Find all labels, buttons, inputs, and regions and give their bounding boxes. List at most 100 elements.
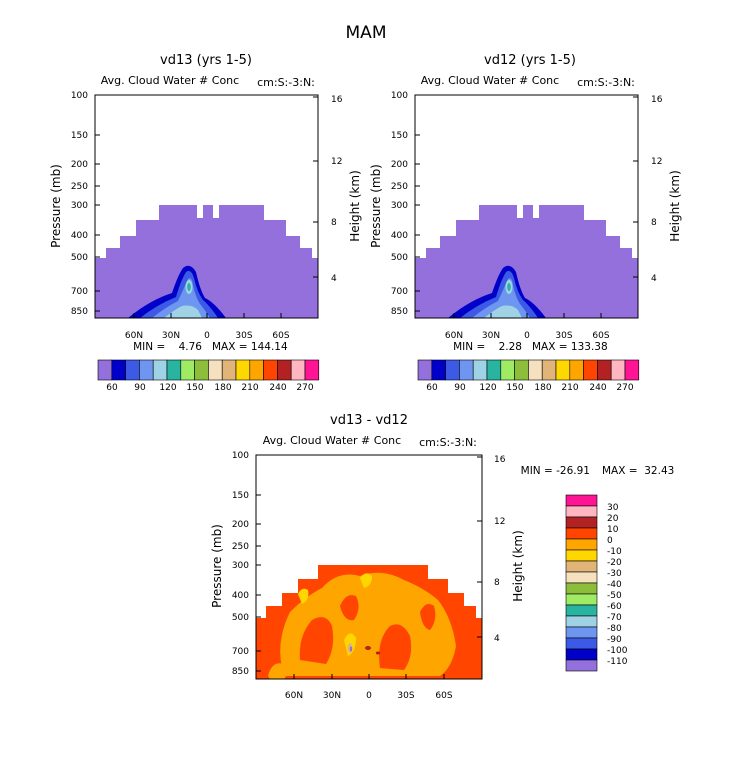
x-tick-label: 0 — [366, 691, 372, 701]
colorbar — [417, 359, 640, 381]
colorbar-label: 210 — [561, 383, 578, 393]
y-right-tick-label: 8 — [651, 218, 657, 228]
y-tick-label: 400 — [391, 231, 408, 241]
x-ticks: 60N 30N 0 30S 60S — [285, 674, 453, 701]
colorbar-swatch — [569, 359, 584, 381]
stat-max: MAX = 133.38 — [532, 341, 608, 353]
y-axis-label: Pressure (mb) — [369, 164, 383, 248]
colorbar-swatch — [565, 571, 598, 584]
x-tick-label: 30S — [397, 691, 414, 701]
colorbar-swatch — [139, 359, 154, 381]
panel-subtitle: Avg. Cloud Water # Conc — [101, 74, 239, 87]
stat-max: MAX = 32.43 — [602, 465, 674, 477]
colorbar-label: 90 — [454, 383, 466, 393]
colorbar-swatch — [565, 604, 598, 617]
y-tick-label: 250 — [232, 542, 249, 552]
colorbar-label: -50 — [607, 591, 622, 601]
colorbar-label: 270 — [296, 383, 313, 393]
colorbar-swatch — [555, 359, 571, 381]
colorbar-swatch — [486, 359, 502, 381]
colorbar-label: 240 — [589, 383, 606, 393]
colorbar-label: -30 — [607, 569, 622, 579]
colorbar-swatch — [152, 359, 168, 381]
colorbar-swatch — [304, 359, 320, 381]
colorbar-swatch — [221, 359, 237, 381]
y-right-tick-label: 4 — [331, 274, 337, 284]
y-ticks-left: 100 150 200 250 300 400 500 700 850 — [232, 451, 261, 677]
y-tick-label: 700 — [71, 287, 88, 297]
y-axis-label-right: Height (km) — [348, 170, 362, 241]
colorbar-label: 240 — [269, 383, 286, 393]
colorbar-labels: 30 20 10 0 -10 -20 -30 -40 -50 -60 -70 -… — [607, 503, 628, 667]
colorbar-labels: 60 90 120 150 180 210 240 270 — [106, 383, 314, 393]
contour-band-20 — [375, 651, 381, 655]
colorbar-swatch — [565, 626, 598, 639]
colorbar-swatch — [565, 560, 598, 573]
y-tick-label: 850 — [232, 667, 249, 677]
stat-max: MAX = 144.14 — [212, 341, 288, 353]
colorbar-label: 60 — [426, 383, 438, 393]
colorbar-labels: 60 90 120 150 180 210 240 270 — [426, 383, 634, 393]
colorbar-swatch — [514, 359, 529, 381]
x-tick-label: 30N — [323, 691, 341, 701]
y-tick-label: 400 — [232, 591, 249, 601]
stat-min: MIN = -26.91 — [521, 465, 590, 477]
colorbar-swatch — [541, 359, 557, 381]
y-tick-label: 100 — [232, 451, 249, 461]
panel-difference: vd13 - vd12 Avg. Cloud Water # Conc cm:S… — [210, 413, 674, 701]
y-right-tick-label: 12 — [651, 157, 662, 167]
contour-pocket — [299, 617, 334, 664]
panel-vd13: vd13 (yrs 1-5) Avg. Cloud Water # Conc c… — [49, 53, 362, 393]
colorbar-swatch — [565, 538, 598, 551]
colorbar-swatch — [624, 359, 640, 381]
y-tick-label: 850 — [71, 307, 88, 317]
y-axis-label-right: Height (km) — [511, 530, 525, 601]
y-ticks-right: 16 12 8 4 — [633, 95, 663, 284]
colorbar-swatch — [459, 359, 474, 381]
colorbar-swatch — [290, 359, 306, 381]
stat-min: MIN = 2.28 — [453, 341, 522, 353]
colorbar-label: -20 — [607, 558, 622, 568]
colorbar-swatch — [235, 359, 251, 381]
x-tick-label: 60S — [435, 691, 452, 701]
colorbar-label: 0 — [607, 536, 613, 546]
contour-pocket — [420, 604, 436, 630]
y-tick-label: 200 — [71, 160, 88, 170]
colorbar-swatch — [565, 582, 598, 595]
contour-pocket — [379, 624, 412, 670]
panel-title: vd13 (yrs 1-5) — [160, 53, 252, 68]
contour-band-60 — [95, 205, 318, 318]
colorbar-swatch — [565, 593, 598, 606]
y-right-tick-label: 12 — [494, 517, 505, 527]
colorbar-label: 120 — [479, 383, 496, 393]
colorbar-label: -40 — [607, 580, 622, 590]
colorbar-label: 210 — [241, 383, 258, 393]
y-ticks-left: 100 150 200 250 300 400 500 700 850 — [391, 91, 420, 317]
colorbar-swatch — [565, 516, 598, 529]
colorbar-swatch — [208, 359, 223, 381]
colorbar-swatch — [597, 359, 612, 381]
colorbar — [565, 494, 598, 672]
x-tick-label: 0 — [204, 331, 210, 341]
x-ticks: 60N 30N 0 30S 60S — [445, 313, 610, 341]
x-tick-label: 60N — [285, 691, 303, 701]
colorbar-swatch — [111, 359, 126, 381]
y-tick-label: 200 — [391, 160, 408, 170]
colorbar-swatch — [565, 615, 598, 628]
y-tick-label: 200 — [232, 520, 249, 530]
y-ticks-right: 16 12 8 4 — [477, 455, 506, 644]
colorbar-label: -110 — [607, 657, 628, 667]
colorbar-swatch — [565, 494, 598, 507]
y-right-tick-label: 16 — [651, 95, 663, 105]
colorbar-label: 90 — [134, 383, 146, 393]
y-ticks-left: 100 150 200 250 300 400 500 700 850 — [71, 91, 100, 317]
contour-field — [95, 205, 318, 318]
y-tick-label: 400 — [71, 231, 88, 241]
colorbar-swatch — [610, 359, 626, 381]
panel-title: vd12 (yrs 1-5) — [484, 53, 576, 68]
x-ticks: 60N 30N 0 30S 60S — [125, 313, 290, 341]
y-right-tick-label: 8 — [331, 218, 337, 228]
colorbar-swatch — [565, 648, 598, 661]
colorbar-label: 20 — [607, 514, 619, 524]
y-tick-label: 150 — [232, 491, 249, 501]
